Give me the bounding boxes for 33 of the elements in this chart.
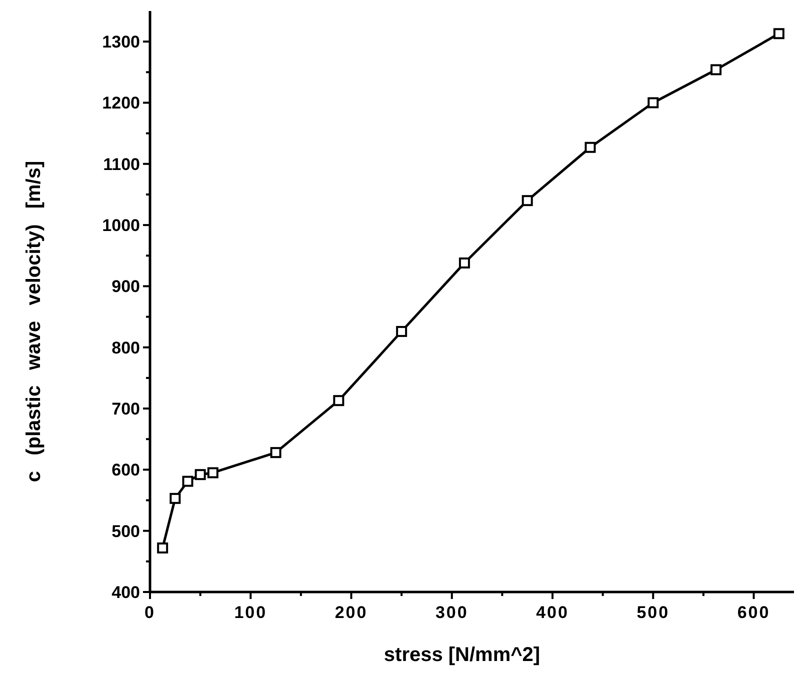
x-tick-label: 100 (234, 603, 268, 622)
point (396, 326, 408, 337)
point (270, 447, 282, 458)
y-tick-label: 900 (112, 277, 140, 296)
x-tick-label: 200 (334, 603, 368, 622)
y-tick-label: 700 (112, 399, 140, 418)
point (170, 492, 181, 504)
point (584, 142, 596, 153)
x-tick-label: 600 (737, 603, 770, 622)
point (157, 542, 168, 554)
y-axis-title: c (plastic wave velocity) [m/s] (23, 160, 45, 482)
y-tick-label: 1200 (102, 94, 140, 113)
point (710, 64, 722, 76)
y-tick-label: 1100 (103, 154, 140, 174)
point (773, 28, 784, 40)
y-tick-label: 500 (112, 522, 140, 541)
x-tick-label: 300 (435, 603, 468, 622)
y-tick-label: 400 (112, 582, 140, 602)
x-tick-label: 400 (536, 603, 569, 622)
x-tick-label: 0 (144, 603, 156, 622)
point (458, 257, 470, 268)
point (333, 395, 344, 406)
x-tick-label: 500 (636, 603, 670, 622)
point (522, 195, 533, 206)
point (648, 97, 659, 108)
point (182, 476, 194, 487)
point (194, 469, 206, 480)
y-tick-label: 1000 (102, 216, 140, 236)
y-tick-label: 800 (112, 338, 140, 358)
y-tick-label: 600 (112, 460, 140, 480)
y-tick-label: 1300 (102, 32, 140, 52)
point (207, 467, 218, 478)
x-axis-title: stress [N/mm^2] (384, 644, 540, 666)
